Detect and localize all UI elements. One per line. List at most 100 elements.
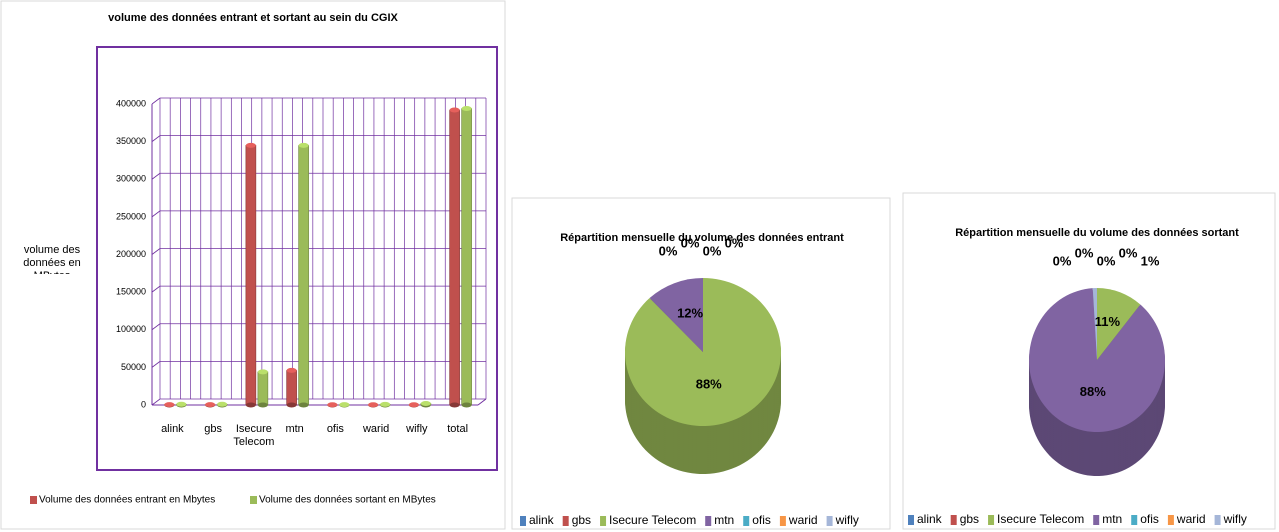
bar-cap [164, 402, 175, 408]
floor-line [477, 398, 487, 406]
x-tick-label: wifly [406, 423, 428, 435]
y-tick-label: 300000 [116, 174, 146, 184]
x-tick-label: Isecure Telecom [233, 423, 275, 448]
x-tick-label: mtn [285, 423, 304, 435]
data-label: 1% [1141, 253, 1160, 268]
y-tick-label: 150000 [116, 287, 146, 297]
bar [245, 145, 257, 406]
legend-swatch [950, 515, 957, 525]
x-tick-label: warid [363, 423, 389, 435]
x-tick-label: Isecure Telecom [233, 423, 275, 448]
legend-label: mtn [714, 513, 734, 527]
bar-base [257, 402, 268, 408]
grid-line-side [151, 398, 161, 406]
legend-swatch [600, 516, 607, 526]
x-tick-label: total [447, 423, 469, 435]
bar [449, 109, 460, 406]
x-tick-label: alink [161, 423, 184, 435]
legend-label: alink [529, 513, 555, 527]
legend-swatch [826, 516, 833, 526]
legend-label: warid [1176, 512, 1206, 526]
legend-swatch [779, 516, 786, 526]
grid-line-side [151, 285, 161, 293]
x-tick-label: gbs [204, 423, 222, 435]
bar-cap [327, 402, 338, 408]
data-label: 0% [1053, 253, 1072, 268]
legend-swatch [562, 516, 569, 526]
bar-cap [257, 369, 268, 375]
legend-swatch [1093, 515, 1100, 525]
bar [298, 145, 309, 406]
data-label: 0% [725, 235, 744, 250]
legend-label: gbs [572, 513, 591, 527]
legend-swatch [743, 516, 750, 526]
x-tick-label: wifly [406, 423, 428, 435]
y-tick-label: 200000 [116, 249, 146, 259]
bar-cap [245, 142, 256, 148]
pie-slice [1092, 288, 1097, 360]
legend-label: gbs [960, 512, 979, 526]
pie-slice [1097, 288, 1141, 360]
bar-cap [380, 401, 391, 407]
bar [286, 370, 297, 406]
chart-title: Répartition mensuelle du volume des donn… [560, 232, 844, 244]
pie-slice [625, 278, 782, 426]
bar-cap [461, 106, 472, 112]
legend-swatch [30, 496, 37, 504]
legend-swatch [250, 496, 257, 504]
chart-title: Répartition mensuelle du volume des donn… [955, 227, 1239, 239]
bar-cap [286, 367, 297, 373]
bar-base [461, 402, 472, 408]
legend-label: alink [917, 512, 943, 526]
bar-cap [205, 402, 216, 408]
bar-cap [368, 402, 379, 408]
y-tick-label: 350000 [116, 136, 146, 146]
grid-line-side [151, 248, 161, 255]
legend-label: warid [788, 513, 818, 527]
x-tick-label: gbs [204, 423, 222, 435]
data-label: 0% [681, 235, 700, 250]
pie-slice [649, 278, 703, 352]
data-label: 0% [1097, 253, 1116, 268]
bar-base [298, 402, 309, 408]
x-tick-label: ofis [327, 423, 344, 435]
y-tick-label: 0 [141, 399, 146, 409]
grid-line-side [151, 361, 161, 368]
data-label: 0% [1075, 245, 1094, 260]
bar-cap [420, 400, 431, 406]
y-tick-label: 250000 [116, 211, 146, 221]
bar-cap [449, 107, 460, 113]
legend-label: wifly [835, 513, 859, 527]
bar-base [449, 402, 460, 408]
data-label: 0% [1119, 245, 1138, 260]
data-label: 88% [696, 377, 722, 392]
bar-base [286, 402, 297, 408]
legend-label: Volume des données entrant en Mbytes [39, 495, 215, 506]
pie-slice [1029, 288, 1165, 433]
legend-label: mtn [1102, 512, 1122, 526]
data-label: 11% [1095, 314, 1121, 329]
legend-swatch [1167, 515, 1174, 525]
x-tick-label: mtn [285, 423, 304, 435]
data-label: 88% [1080, 384, 1106, 399]
legend-label: Volume des données sortant en MBytes [259, 495, 436, 506]
bar-cap [217, 401, 228, 407]
grid-line-side [151, 210, 161, 218]
data-label: 12% [677, 306, 703, 321]
legend-label: ofis [752, 513, 771, 527]
bar-cap [176, 401, 187, 407]
legend-swatch [1131, 515, 1138, 525]
legend-swatch [988, 515, 995, 525]
bar [461, 108, 472, 406]
grid-line-side [151, 323, 161, 331]
legend-swatch [1214, 515, 1221, 525]
y-axis-label: volume des données en MBytes [23, 244, 81, 274]
bar-cap [408, 402, 419, 408]
legend-label: Isecure Telecom [997, 512, 1084, 526]
bar-cap [298, 142, 309, 148]
grid-line-side [151, 97, 161, 105]
data-label: 0% [703, 243, 722, 258]
bar-cap [339, 402, 350, 408]
bar-base [245, 402, 256, 408]
